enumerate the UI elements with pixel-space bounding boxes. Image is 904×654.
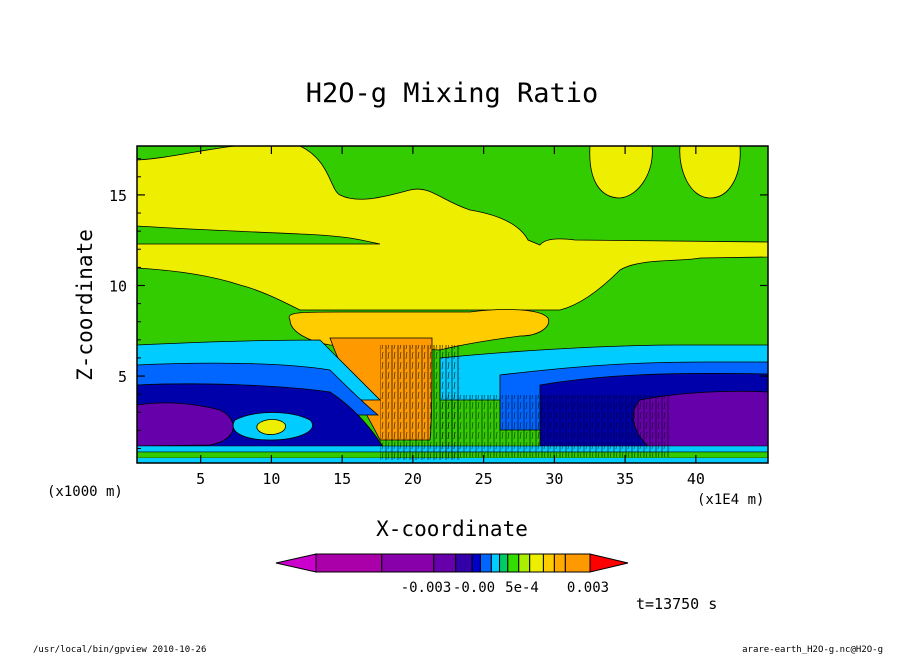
source-info: arare-earth_H2O-g.nc@H2O-g [742,645,883,654]
upper-dry-band [137,146,768,311]
y-axis: 5 10 15 [109,158,768,450]
y-tick-label: 10 [109,277,127,295]
colorbar-left-arrow [275,553,317,573]
colorbar-swatch [471,553,481,573]
surface-strip-cyan-2 [137,458,768,463]
x-tick-label: 15 [333,470,351,488]
x-tick-label: 25 [475,470,493,488]
y-axis-label: Z-coordinate [73,229,97,381]
plot-frame [136,145,769,464]
x-tick-label: 5 [196,470,205,488]
colorbar-label: -0.00 [453,580,495,596]
colorbar-swatch [529,553,544,573]
program-info: /usr/local/bin/gpview 2010-10-26 [33,645,206,654]
colorbar [275,553,629,573]
y-tick-label: 5 [118,368,127,386]
colorbar-swatch [518,553,531,573]
x-axis-label: X-coordinate [376,517,528,541]
colorbar-swatch [507,553,520,573]
colorbar-label: 5e-4 [505,580,539,596]
surface-yellow-blob [256,419,286,435]
x-unit-right: (x1E4 m) [697,492,764,508]
colorbar-swatch [315,553,383,573]
colorbar-right-arrow [589,553,629,573]
chart-title: H2O-g Mixing Ratio [306,78,599,109]
x-tick-label: 40 [687,470,705,488]
x-axis: 5 10 15 20 25 30 35 40 [196,146,705,488]
surface-purple-left [137,402,234,447]
turbulent-region-right [440,395,670,457]
y-tick-label: 15 [109,187,127,205]
colorbar-swatch [455,553,473,573]
green-gap [137,225,381,245]
colorbar-swatch [499,553,509,573]
colorbar-swatch [564,553,591,573]
x-tick-label: 20 [404,470,422,488]
colorbar-swatch [553,553,566,573]
colorbar-swatch [542,553,555,573]
colorbar-labels: -0.003 -0.00 5e-4 0.003 [401,580,609,596]
colorbar-label: 0.003 [567,580,609,596]
right-top-cloud-2 [679,146,741,199]
colorbar-swatch [381,553,435,573]
colorbar-swatch [479,553,492,573]
right-top-cloud [589,146,653,199]
colorbar-swatch [490,553,501,573]
colorbar-label: -0.003 [401,580,452,596]
x-unit-left: (x1000 m) [47,484,123,500]
time-label: t=13750 s [636,595,717,613]
colorbar-swatch [433,553,457,573]
x-tick-label: 10 [262,470,280,488]
x-tick-label: 30 [545,470,563,488]
x-tick-label: 35 [616,470,634,488]
contour-field [137,146,768,463]
